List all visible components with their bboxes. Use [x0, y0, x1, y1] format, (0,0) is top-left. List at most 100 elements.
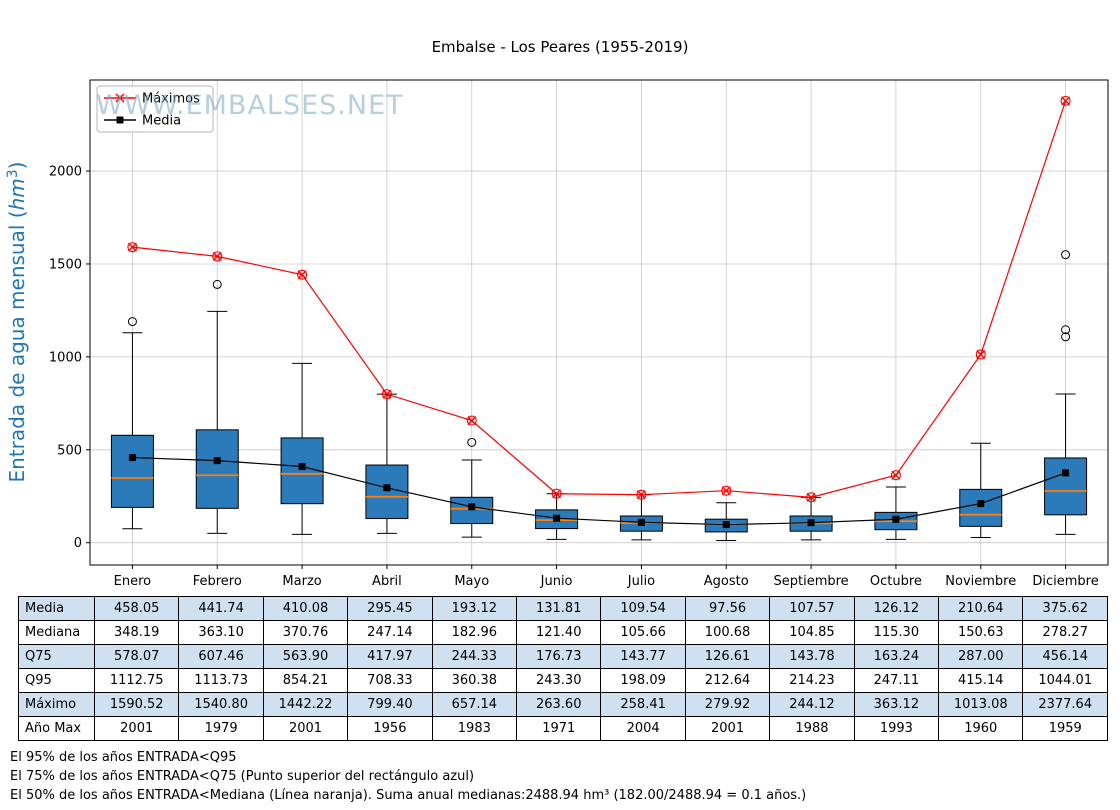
- table-cell: 143.77: [600, 644, 686, 669]
- max-circle-marker: [1060, 95, 1071, 106]
- x-tick-label: Enero: [114, 574, 152, 589]
- max-circle-marker: [636, 489, 647, 500]
- max-circle-marker: [806, 492, 817, 503]
- media-square-marker: [553, 514, 561, 522]
- max-x-marker: [806, 492, 816, 502]
- table-cell: 97.56: [684, 596, 771, 621]
- x-tick-label: Junio: [540, 574, 573, 589]
- table-cell: 1983: [431, 716, 518, 741]
- media-square-marker: [468, 503, 476, 511]
- max-circle-marker: [466, 415, 477, 426]
- legend-label-media: Media: [142, 114, 181, 129]
- table-cell: 214.23: [769, 668, 855, 693]
- outlier-marker: [1061, 332, 1071, 342]
- box: [450, 496, 494, 525]
- table-cell: 244.12: [769, 692, 855, 717]
- stats-table: Media 458.05 441.74 410.08 295.45 193.12 131.8…: [18, 596, 1108, 741]
- y-tick-label: 1500: [49, 257, 82, 272]
- table-cell: 295.45: [347, 596, 433, 621]
- table-cell: 163.24: [853, 644, 940, 669]
- max-circle-marker: [975, 349, 986, 360]
- table-cell: 370.76: [262, 620, 349, 645]
- max-x-marker: [976, 349, 986, 359]
- table-cell: 799.40: [347, 692, 433, 717]
- media-square-marker: [637, 518, 645, 526]
- table-cell: 1959: [1022, 716, 1108, 741]
- legend: Máximos Media: [96, 85, 214, 133]
- table-cell: 126.12: [853, 596, 940, 621]
- table-cell: 150.63: [938, 620, 1024, 645]
- media-square-marker: [892, 515, 900, 523]
- table-cell: 1113.73: [178, 668, 264, 693]
- table-cell: 143.78: [769, 644, 855, 669]
- table-row: Mediana 348.19 363.10 370.76 247.14 182.96 121…: [18, 620, 1108, 645]
- max-x-marker: [297, 270, 307, 280]
- box: [1044, 457, 1088, 516]
- y-axis-label: Entrada de agua mensual (hm3): [5, 162, 29, 483]
- table-cell: 2004: [600, 716, 686, 741]
- row-label: Año Max: [18, 716, 95, 741]
- table-row: Q95 1112.75 1113.73 854.21 708.33 360.38 243.3…: [18, 668, 1108, 693]
- table-cell: 458.05: [93, 596, 180, 621]
- outlier-marker: [1061, 250, 1071, 260]
- table-cell: 1956: [347, 716, 433, 741]
- footnotes: El 95% de los años ENTRADA<Q95 El 75% de…: [10, 748, 806, 805]
- table-cell: 607.46: [178, 644, 264, 669]
- table-cell: 578.07: [93, 644, 180, 669]
- table-row: Media 458.05 441.74 410.08 295.45 193.12 131.8…: [18, 596, 1108, 621]
- max-x-marker: [552, 489, 562, 499]
- table-cell: 100.68: [684, 620, 771, 645]
- footnote-q75: El 75% de los años ENTRADA<Q75 (Punto su…: [10, 769, 475, 784]
- table-cell: 247.11: [853, 668, 940, 693]
- media-square-marker: [383, 484, 391, 492]
- table-cell: 263.60: [516, 692, 602, 717]
- table-cell: 417.97: [347, 644, 433, 669]
- chart-title: Embalse - Los Peares (1955-2019): [431, 38, 689, 56]
- max-circle-marker: [212, 251, 223, 262]
- table-cell: 121.40: [516, 620, 602, 645]
- table-cell: 109.54: [600, 596, 686, 621]
- table-cell: 415.14: [938, 668, 1024, 693]
- table-cell: 104.85: [769, 620, 855, 645]
- table-cell: 278.27: [1022, 620, 1108, 645]
- row-label: Mediana: [18, 620, 95, 645]
- media-square-marker: [298, 462, 306, 470]
- table-cell: 131.81: [516, 596, 602, 621]
- table-cell: 1960: [938, 716, 1024, 741]
- table-cell: 243.30: [516, 668, 602, 693]
- table-cell: 363.10: [178, 620, 264, 645]
- max-circle-marker: [721, 485, 732, 496]
- max-x-marker: [636, 490, 646, 500]
- y-tick-label: 500: [57, 443, 82, 458]
- max-circle-marker: [297, 269, 308, 280]
- media-square-marker: [722, 521, 730, 529]
- table-cell: 360.38: [431, 668, 518, 693]
- box: [959, 488, 1003, 527]
- table-cell: 1971: [516, 716, 602, 741]
- x-tick-label: Marzo: [282, 574, 321, 589]
- x-tick-label: Septiembre: [773, 574, 848, 589]
- max-x-marker: [1061, 96, 1071, 106]
- max-x-marker: [891, 470, 901, 480]
- x-tick-label: Mayo: [454, 574, 489, 589]
- table-cell: 657.14: [431, 692, 518, 717]
- table-cell: 456.14: [1022, 644, 1108, 669]
- table-cell: 348.19: [93, 620, 180, 645]
- max-circle-marker: [551, 488, 562, 499]
- table-cell: 107.57: [769, 596, 855, 621]
- x-tick-label: Noviembre: [945, 574, 1016, 589]
- row-label: Q95: [18, 668, 95, 693]
- table-cell: 212.64: [684, 668, 771, 693]
- table-cell: 193.12: [431, 596, 518, 621]
- table-cell: 563.90: [262, 644, 349, 669]
- media-square-marker: [1062, 469, 1070, 477]
- x-tick-label: Febrero: [193, 574, 242, 589]
- legend-square-icon: [116, 116, 124, 124]
- table-cell: 410.08: [262, 596, 349, 621]
- footnote-q95: El 95% de los años ENTRADA<Q95: [10, 750, 237, 765]
- table-cell: 279.92: [684, 692, 771, 717]
- table-cell: 1442.22: [262, 692, 349, 717]
- table-cell: 375.62: [1022, 596, 1108, 621]
- max-x-marker: [467, 416, 477, 426]
